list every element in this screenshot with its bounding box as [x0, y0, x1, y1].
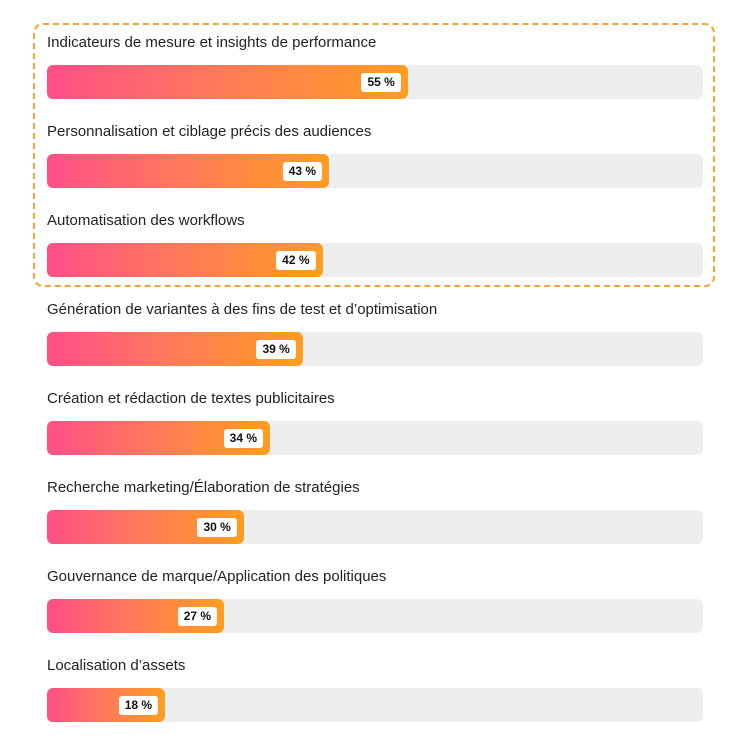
value-label: 55 %	[361, 73, 401, 92]
chart-row: Localisation d’assets 18 %	[47, 657, 703, 727]
bar-track: 27 %	[47, 599, 703, 633]
chart-row: Indicateurs de mesure et insights de per…	[47, 34, 703, 104]
category-label: Création et rédaction de textes publicit…	[47, 390, 335, 407]
value-label: 39 %	[256, 340, 296, 359]
category-label: Personnalisation et ciblage précis des a…	[47, 123, 372, 140]
bar-mark: 27 %	[47, 599, 225, 633]
bar-track: 30 %	[47, 510, 703, 544]
value-label: 27 %	[177, 607, 218, 626]
bar-track: 39 %	[47, 332, 703, 366]
bar-mark: 43 %	[47, 154, 330, 188]
bar-mark: 34 %	[47, 421, 271, 455]
category-label: Génération de variantes à des fins de te…	[47, 301, 438, 318]
chart-row: Automatisation des workflows 42 %	[47, 212, 703, 282]
chart-row: Personnalisation et ciblage précis des a…	[47, 123, 703, 193]
category-label: Automatisation des workflows	[47, 212, 245, 229]
bar-track: 55 %	[47, 65, 703, 99]
value-label: 30 %	[197, 518, 237, 537]
chart-row: Génération de variantes à des fins de te…	[47, 301, 703, 371]
chart-row: Recherche marketing/Élaboration de strat…	[47, 479, 703, 549]
category-label: Gouvernance de marque/Application des po…	[47, 568, 387, 585]
value-label: 42 %	[276, 251, 316, 270]
value-label: 43 %	[282, 162, 323, 181]
bar-mark: 39 %	[47, 332, 303, 366]
category-label: Localisation d’assets	[47, 657, 186, 674]
bar-track: 34 %	[47, 421, 703, 455]
bar-mark: 18 %	[47, 688, 166, 722]
bar-track: 42 %	[47, 243, 703, 277]
category-label: Indicateurs de mesure et insights de per…	[47, 34, 377, 51]
value-label: 34 %	[223, 429, 264, 448]
bar-mark: 30 %	[47, 510, 244, 544]
bar-track: 43 %	[47, 154, 703, 188]
bar-track: 18 %	[47, 688, 703, 722]
highlighted-categories-box	[33, 23, 715, 287]
bar-mark: 55 %	[47, 65, 408, 99]
chart-row: Création et rédaction de textes publicit…	[47, 390, 703, 460]
bar-mark: 42 %	[47, 243, 323, 277]
value-label: 18 %	[118, 696, 159, 715]
chart-row: Gouvernance de marque/Application des po…	[47, 568, 703, 638]
category-label: Recherche marketing/Élaboration de strat…	[47, 479, 360, 496]
